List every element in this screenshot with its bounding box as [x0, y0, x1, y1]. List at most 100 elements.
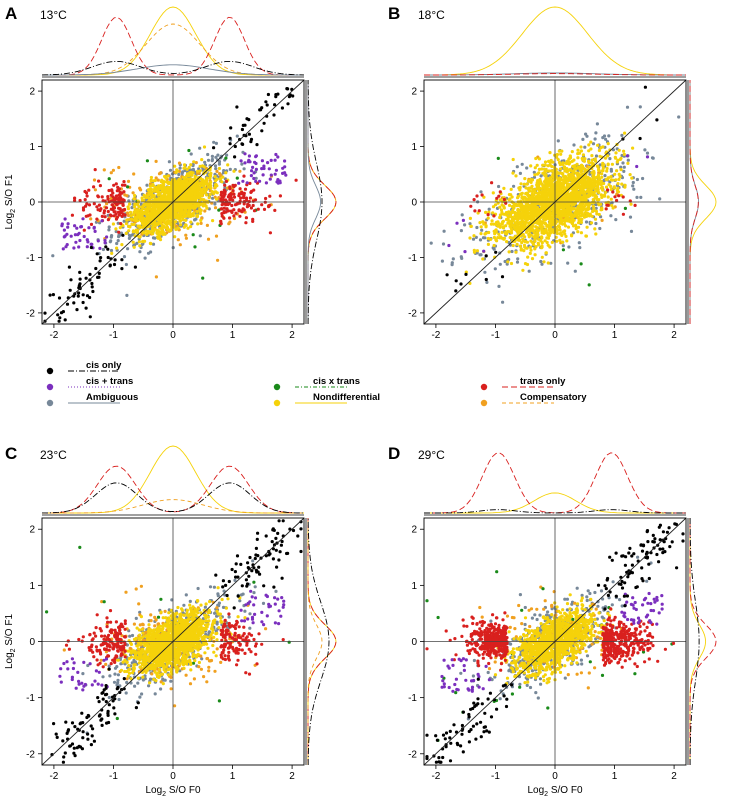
point-ambiguous — [650, 156, 655, 160]
point-nondifferential — [558, 228, 562, 232]
x-tick-label: -2 — [49, 330, 58, 341]
point-cis-only — [266, 92, 270, 97]
point-nondifferential — [163, 221, 167, 225]
point-ambiguous — [645, 151, 650, 155]
point-nondifferential — [169, 206, 173, 210]
point-nondifferential — [589, 221, 594, 225]
point-nondifferential — [202, 202, 206, 206]
point-ambiguous — [51, 254, 55, 258]
point-nondifferential — [529, 248, 533, 252]
point-nondifferential — [164, 197, 168, 201]
point-nondifferential — [148, 184, 152, 188]
point-nondifferential — [177, 179, 181, 183]
point-ambiguous — [127, 233, 132, 237]
point-cis-plus-trans — [75, 226, 79, 230]
point-ambiguous — [539, 174, 543, 178]
point-ambiguous — [573, 269, 577, 273]
point-cis-x-trans — [187, 148, 191, 153]
point-trans-only — [93, 168, 97, 172]
point-nondifferential — [501, 219, 505, 223]
point-compensatory — [176, 238, 180, 242]
point-ambiguous — [620, 133, 624, 137]
legend-entry-compensatory: Compensatory — [480, 392, 587, 407]
point-trans-only — [244, 221, 248, 225]
point-ambiguous — [639, 195, 643, 199]
point-trans-only — [116, 197, 120, 201]
point-nondifferential — [133, 205, 137, 209]
point-ambiguous — [450, 263, 454, 267]
point-nondifferential — [616, 182, 620, 186]
point-nondifferential — [136, 228, 140, 232]
point-trans-only — [99, 207, 103, 211]
point-nondifferential — [209, 180, 213, 184]
point-cis-only — [81, 293, 85, 297]
point-ambiguous — [216, 153, 220, 157]
point-cis-plus-trans — [254, 179, 258, 183]
point-nondifferential — [142, 193, 146, 197]
point-nondifferential — [221, 175, 225, 179]
point-cis-only — [95, 252, 99, 256]
point-nondifferential — [165, 226, 169, 230]
point-nondifferential — [196, 182, 200, 186]
point-ambiguous — [143, 256, 147, 260]
point-nondifferential — [523, 245, 527, 249]
point-ambiguous — [481, 236, 486, 240]
point-cis-plus-trans — [254, 154, 258, 158]
point-nondifferential — [205, 182, 210, 186]
point-trans-only — [268, 194, 272, 198]
point-ambiguous — [115, 241, 119, 246]
point-trans-only — [243, 187, 248, 191]
point-nondifferential — [610, 203, 614, 208]
point-nondifferential — [131, 240, 135, 244]
point-nondifferential — [128, 210, 133, 214]
point-nondifferential — [602, 163, 606, 167]
point-nondifferential — [484, 231, 488, 235]
point-nondifferential — [135, 208, 139, 212]
point-nondifferential — [600, 169, 605, 173]
point-trans-only — [237, 208, 241, 212]
point-nondifferential — [616, 158, 620, 162]
point-ambiguous — [479, 190, 483, 194]
point-nondifferential — [161, 232, 165, 236]
point-nondifferential — [187, 189, 191, 193]
point-nondifferential — [500, 230, 504, 234]
point-nondifferential — [155, 228, 159, 232]
point-nondifferential — [613, 172, 617, 176]
point-nondifferential — [540, 241, 544, 245]
point-trans-only — [232, 208, 236, 212]
point-nondifferential — [137, 205, 141, 209]
point-ambiguous — [194, 217, 198, 221]
point-trans-only — [278, 194, 282, 198]
point-nondifferential — [566, 225, 571, 229]
point-nondifferential — [591, 209, 595, 213]
point-nondifferential — [614, 151, 618, 155]
point-nondifferential — [209, 171, 213, 175]
point-ambiguous — [109, 248, 114, 253]
point-cis-only — [247, 132, 251, 136]
point-trans-only — [232, 192, 236, 196]
point-nondifferential — [132, 222, 136, 226]
point-nondifferential — [579, 231, 584, 235]
point-cis-only — [98, 259, 102, 263]
legend-entry-cis-plus-trans: cis + trans — [46, 376, 133, 391]
point-nondifferential — [189, 163, 193, 167]
point-nondifferential — [576, 148, 580, 152]
point-trans-only — [232, 195, 237, 199]
point-nondifferential — [132, 245, 136, 249]
point-nondifferential — [168, 213, 172, 217]
point-nondifferential — [597, 190, 601, 195]
point-ambiguous — [242, 167, 246, 171]
point-nondifferential — [486, 242, 490, 246]
legend-marker — [273, 399, 281, 407]
point-trans-only — [220, 199, 224, 203]
point-trans-only — [242, 191, 246, 195]
point-nondifferential — [537, 157, 542, 161]
point-nondifferential — [526, 255, 530, 259]
point-compensatory — [178, 243, 182, 247]
point-ambiguous — [240, 162, 244, 166]
point-ambiguous — [625, 105, 630, 109]
point-cis-x-trans — [561, 248, 566, 252]
point-ambiguous — [478, 238, 483, 242]
point-ambiguous — [210, 154, 214, 158]
point-cis-only — [51, 293, 56, 297]
